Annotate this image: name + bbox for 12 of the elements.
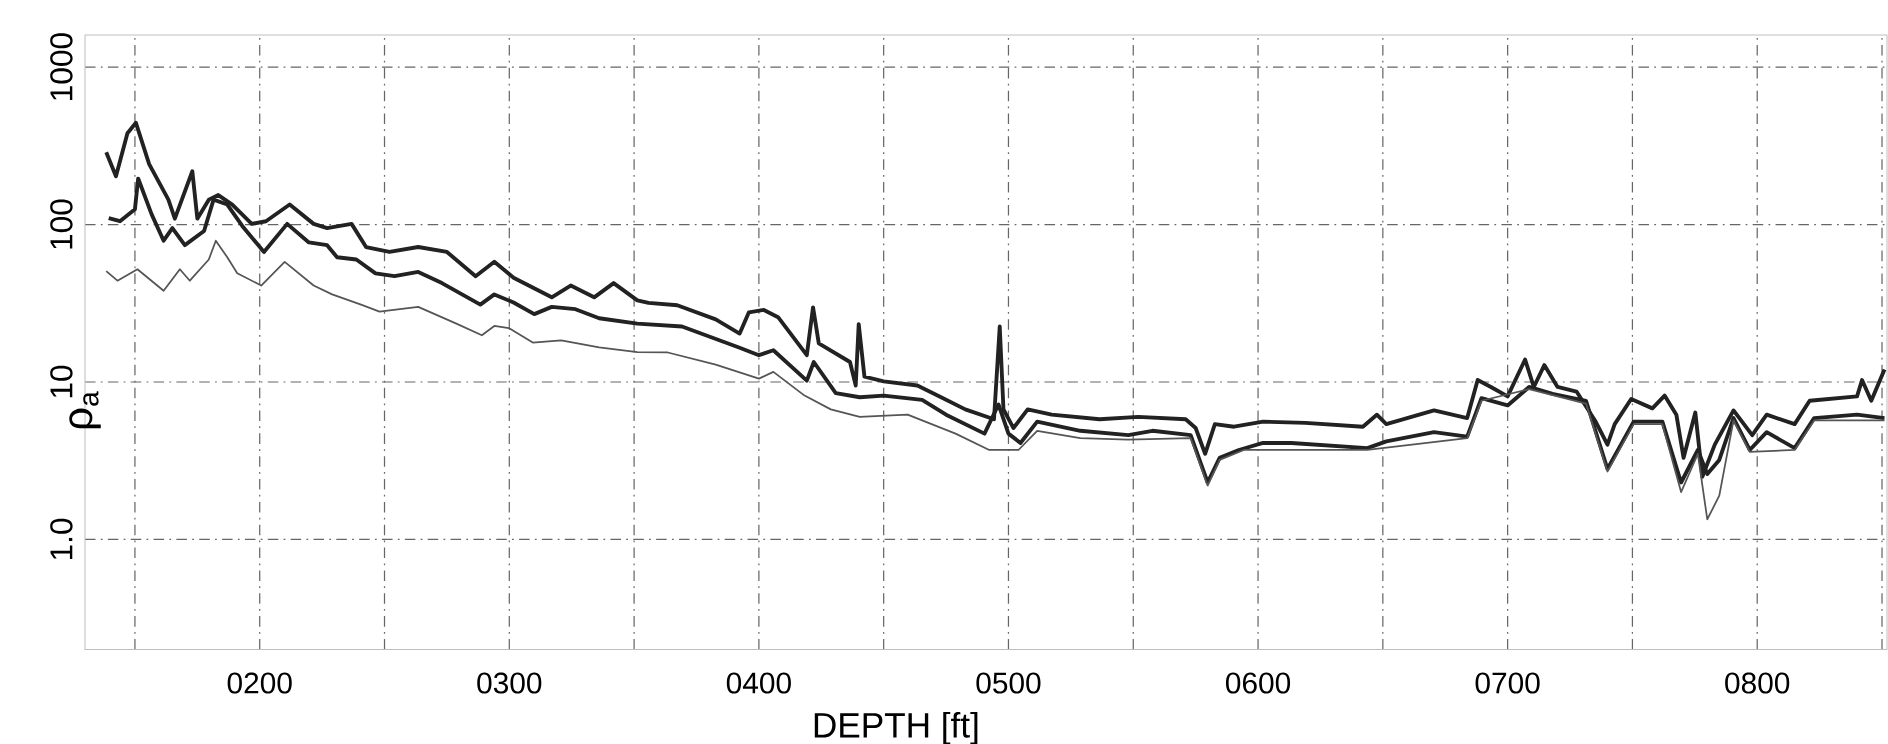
x-axis-title: DEPTH [ft] — [814, 711, 978, 744]
y-tick-label: 100 — [50, 199, 73, 249]
x-tick-label: 0200 — [227, 672, 292, 694]
x-tick-label: 0500 — [976, 672, 1041, 694]
x-tick-label: 0400 — [726, 672, 791, 694]
y-tick-label: 1.0 — [50, 518, 73, 559]
x-tick-label: 0600 — [1225, 672, 1291, 694]
x-tick-label: 0300 — [477, 672, 542, 694]
line-series — [105, 239, 1886, 521]
x-tick-label: 0700 — [1475, 672, 1540, 694]
x-tick-label: 0800 — [1725, 672, 1790, 694]
y-tick-label: 1000 — [50, 33, 73, 100]
